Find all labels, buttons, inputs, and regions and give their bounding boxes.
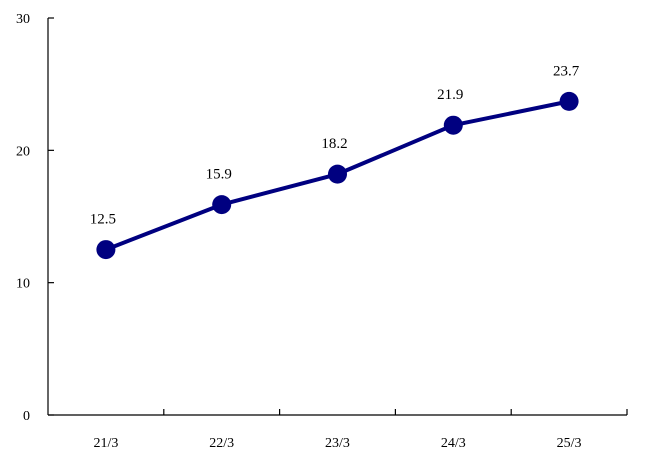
y-tick-label: 10 <box>16 277 30 292</box>
y-tick-label: 0 <box>23 409 30 424</box>
data-label: 15.9 <box>206 167 232 183</box>
y-tick-label: 20 <box>16 144 30 159</box>
data-point <box>96 240 116 260</box>
x-tick-label: 23/3 <box>325 436 350 451</box>
x-tick-label: 24/3 <box>441 436 466 451</box>
data-label: 23.7 <box>553 63 580 79</box>
y-tick-label: 30 <box>16 12 30 27</box>
data-point <box>559 91 579 111</box>
data-label: 18.2 <box>321 136 347 152</box>
data-point <box>328 164 347 184</box>
x-tick-label: 21/3 <box>93 436 118 451</box>
data-point <box>212 195 232 215</box>
x-axis: 21/3 22/3 23/3 24/3 25/3 <box>48 409 628 451</box>
data-labels-group: 12.5 15.9 18.2 21.9 23.7 <box>90 63 580 227</box>
y-axis: 0 10 20 30 <box>16 12 54 424</box>
x-tick-label: 25/3 <box>557 436 582 451</box>
data-point <box>443 115 463 135</box>
data-label: 12.5 <box>90 212 116 228</box>
data-label: 21.9 <box>437 87 463 103</box>
x-tick-label: 22/3 <box>209 436 234 451</box>
series-line-group <box>96 91 579 260</box>
